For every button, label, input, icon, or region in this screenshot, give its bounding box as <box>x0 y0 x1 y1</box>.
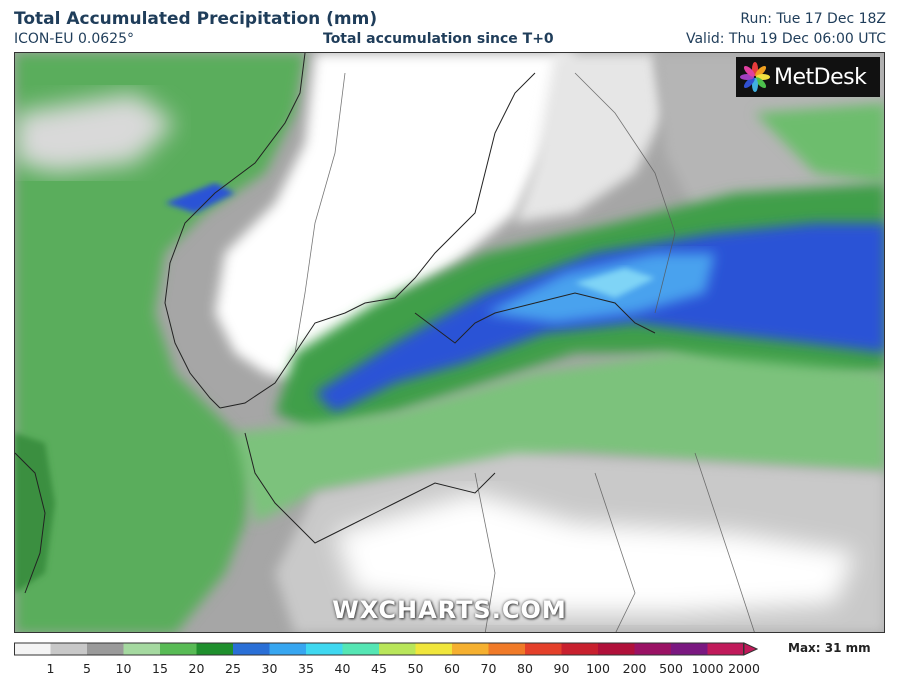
legend-tick: 1000 <box>691 661 724 676</box>
metdesk-logo-text: MetDesk <box>774 64 867 90</box>
finland-light <box>515 53 665 223</box>
colorbar-segment <box>14 643 51 655</box>
colorbar-segment <box>671 643 708 655</box>
colorbar-overflow-arrow <box>743 642 758 656</box>
central-europe-dry <box>335 493 855 613</box>
colorbar-segment <box>379 643 416 655</box>
colorbar-segment <box>233 643 270 655</box>
legend-tick: 90 <box>553 661 570 676</box>
precip-core-cyan <box>575 268 655 298</box>
scandinavia-dry <box>215 53 575 383</box>
uk-east-coast <box>15 433 55 593</box>
chart-subtitle: Total accumulation since T+0 <box>323 31 554 47</box>
legend-colorbar <box>14 642 758 656</box>
metdesk-flower-icon <box>740 62 770 92</box>
colorbar-segment <box>160 643 197 655</box>
legend-tick: 45 <box>371 661 387 676</box>
colorbar-segment <box>634 643 672 655</box>
coastlines <box>15 53 656 594</box>
colorbar-segment <box>50 643 88 655</box>
colorbar-segment <box>415 643 453 655</box>
borders <box>294 72 755 632</box>
run-time: Run: Tue 17 Dec 18Z <box>740 11 886 27</box>
legend-tick-labels: 1 5 10 15 20 25 30 35 40 45 50 60 70 80 90 100 200 500 100… <box>14 661 760 679</box>
colorbar-segment <box>598 643 635 655</box>
legend-tick: 500 <box>659 661 683 676</box>
legend-tick: 1 <box>46 661 55 676</box>
model-label: ICON-EU 0.0625° <box>14 31 134 47</box>
legend-tick: 35 <box>298 661 314 676</box>
colorbar-segment <box>488 643 526 655</box>
legend-tick: 20 <box>188 661 205 676</box>
colorbar-segment <box>123 643 161 655</box>
legend-tick: 50 <box>407 661 424 676</box>
russia-green <box>755 103 884 183</box>
max-value-label: Max: 31 mm <box>788 641 871 655</box>
wxcharts-watermark: WXCHARTS.COM <box>332 596 567 624</box>
chart-title: Total Accumulated Precipitation (mm) <box>14 9 378 29</box>
baltic-green <box>235 353 884 523</box>
legend-tick: 5 <box>83 661 91 676</box>
north-sea-precip <box>15 53 305 632</box>
legend-tick: 25 <box>225 661 241 676</box>
map-canvas <box>15 53 884 632</box>
precipitation-map: MetDesk WXCHARTS.COM <box>14 52 885 633</box>
colorbar-segment <box>196 643 234 655</box>
colorbar-segment <box>561 643 599 655</box>
legend-tick: 200 <box>622 661 647 676</box>
legend-tick: 100 <box>586 661 610 676</box>
precip-band-blue <box>315 223 884 413</box>
legend-tick: 2000 <box>728 661 760 676</box>
colorbar-segment <box>87 643 124 655</box>
legend-tick: 80 <box>517 661 533 676</box>
legend-tick: 15 <box>152 661 168 676</box>
legend-tick: 70 <box>480 661 497 676</box>
colorbar-segment <box>707 643 745 655</box>
legend-tick: 10 <box>115 661 132 676</box>
valid-time: Valid: Thu 19 Dec 06:00 UTC <box>685 31 886 47</box>
legend-tick: 60 <box>444 661 460 676</box>
colorbar-segment <box>306 643 343 655</box>
legend-tick: 30 <box>261 661 278 676</box>
colorbar-segment <box>525 643 562 655</box>
metdesk-logo: MetDesk <box>736 57 880 97</box>
colorbar-segment <box>269 643 307 655</box>
sea-light-patch <box>15 93 175 173</box>
legend-tick: 40 <box>334 661 351 676</box>
colorbar-segment <box>342 643 380 655</box>
colorbar-segment <box>452 643 489 655</box>
